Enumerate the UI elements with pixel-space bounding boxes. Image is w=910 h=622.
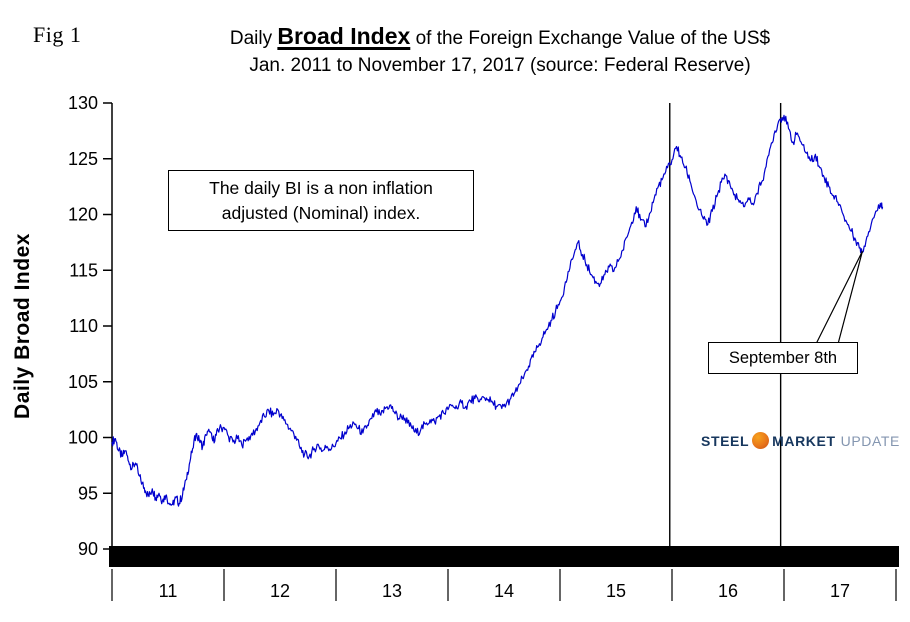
callout-label: September 8th — [728, 348, 838, 367]
svg-text:125: 125 — [68, 149, 98, 169]
svg-text:17: 17 — [830, 581, 850, 601]
svg-text:14: 14 — [494, 581, 514, 601]
svg-text:90: 90 — [78, 539, 98, 559]
logo-word-market: MARKET — [772, 432, 836, 449]
svg-text:120: 120 — [68, 205, 98, 225]
svg-text:130: 130 — [68, 93, 98, 113]
orange-globe-icon — [752, 432, 770, 449]
chart-title-block: Daily Broad Index of the Foreign Exchang… — [95, 22, 905, 78]
svg-text:95: 95 — [78, 483, 98, 503]
nominal-index-note: The daily BI is a non inflation adjusted… — [168, 170, 474, 231]
svg-text:100: 100 — [68, 428, 98, 448]
figure-label: Fig 1 — [33, 22, 82, 47]
svg-text:105: 105 — [68, 372, 98, 392]
svg-text:12: 12 — [270, 581, 290, 601]
chart-subtitle: Jan. 2011 to November 17, 2017 (source: … — [249, 54, 751, 76]
logo-word-steel: STEEL — [701, 432, 750, 449]
chart-title: Daily Broad Index of the Foreign Exchang… — [95, 22, 905, 51]
svg-text:115: 115 — [69, 260, 98, 280]
steel-market-update-logo: STEEL MARKET UPDATE — [701, 432, 900, 449]
september-8th-callout: September 8th — [708, 342, 858, 374]
svg-text:15: 15 — [606, 581, 626, 601]
svg-text:13: 13 — [382, 581, 402, 601]
svg-text:16: 16 — [718, 581, 738, 601]
note-line-1: The daily BI is a non inflation — [209, 178, 433, 198]
chart-title-prefix: Daily — [229, 28, 278, 49]
svg-text:110: 110 — [69, 316, 98, 336]
logo-word-update: UPDATE — [840, 432, 900, 449]
chart-title-suffix: of the Foreign Exchange Value of the US$ — [410, 28, 771, 49]
svg-text:11: 11 — [159, 581, 178, 601]
chart-title-emphasis: Broad Index — [277, 23, 411, 49]
note-line-2: adjusted (Nominal) index. — [221, 202, 421, 223]
